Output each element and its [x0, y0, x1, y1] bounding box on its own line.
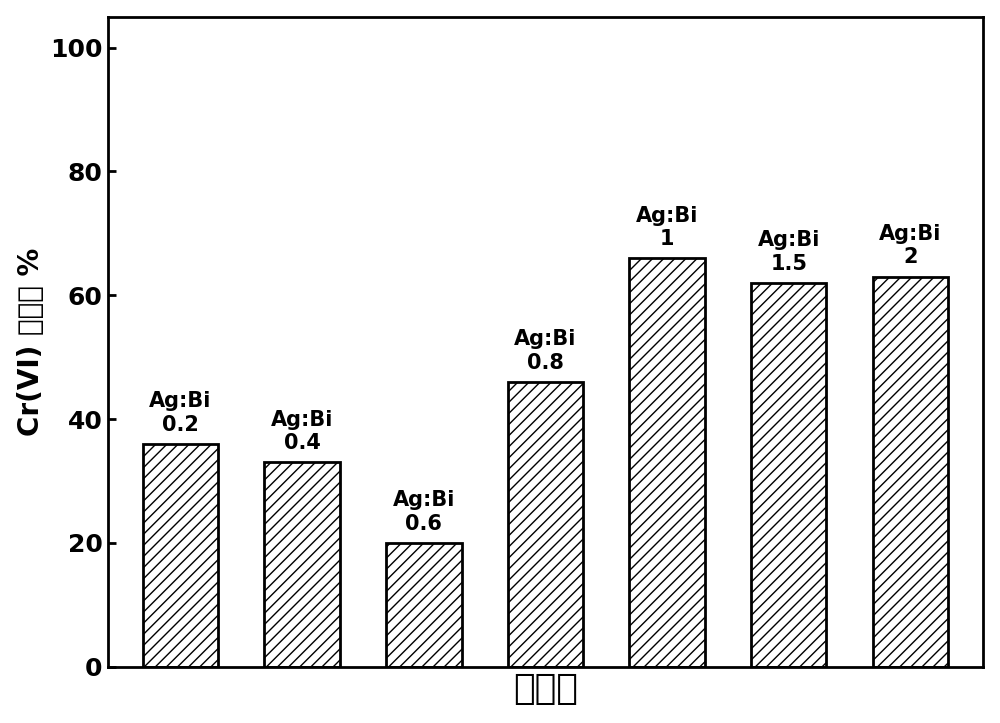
Text: Ag:Bi
1.5: Ag:Bi 1.5 — [758, 231, 820, 273]
Bar — [386, 543, 462, 667]
Text: Ag:Bi
0.6: Ag:Bi 0.6 — [393, 490, 455, 534]
Text: Ag:Bi
1: Ag:Bi 1 — [636, 205, 698, 249]
Text: Ag:Bi
0.2: Ag:Bi 0.2 — [149, 391, 212, 435]
Bar — [873, 277, 948, 667]
Text: Ag:Bi
0.8: Ag:Bi 0.8 — [514, 330, 577, 372]
Bar — [508, 382, 583, 667]
Text: Ag:Bi
0.4: Ag:Bi 0.4 — [271, 410, 333, 453]
Bar — [143, 444, 218, 667]
Text: Ag:Bi
2: Ag:Bi 2 — [879, 224, 942, 268]
Bar — [264, 463, 340, 667]
Y-axis label: Cr(VI) 去除率 %: Cr(VI) 去除率 % — [17, 247, 45, 436]
Bar — [751, 283, 826, 667]
Bar — [629, 258, 705, 667]
X-axis label: 催化剑: 催化剑 — [513, 672, 578, 706]
